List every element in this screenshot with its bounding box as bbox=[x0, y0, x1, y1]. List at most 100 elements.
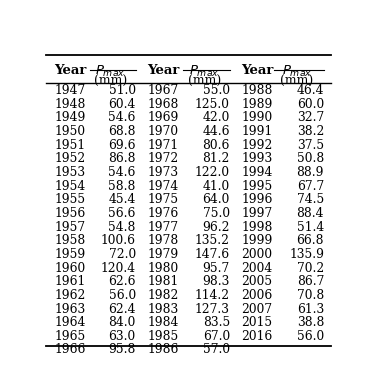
Text: 1970: 1970 bbox=[147, 125, 178, 138]
Text: 1947: 1947 bbox=[54, 84, 86, 97]
Text: 1973: 1973 bbox=[147, 166, 178, 179]
Text: 54.6: 54.6 bbox=[109, 166, 136, 179]
Text: 1999: 1999 bbox=[241, 234, 273, 247]
Text: 81.2: 81.2 bbox=[202, 152, 230, 165]
Text: 2000: 2000 bbox=[241, 248, 272, 261]
Text: 1990: 1990 bbox=[241, 111, 273, 124]
Text: 50.8: 50.8 bbox=[297, 152, 324, 165]
Text: 1962: 1962 bbox=[54, 289, 86, 302]
Text: 86.7: 86.7 bbox=[297, 275, 324, 288]
Text: 67.0: 67.0 bbox=[203, 330, 230, 343]
Text: 1953: 1953 bbox=[54, 166, 86, 179]
Text: 74.5: 74.5 bbox=[297, 193, 324, 206]
Text: 57.0: 57.0 bbox=[203, 343, 230, 356]
Text: 70.8: 70.8 bbox=[297, 289, 324, 302]
Text: 66.8: 66.8 bbox=[297, 234, 324, 247]
Text: 1950: 1950 bbox=[54, 125, 86, 138]
Text: 44.6: 44.6 bbox=[202, 125, 230, 138]
Text: 75.0: 75.0 bbox=[203, 207, 230, 220]
Text: 1975: 1975 bbox=[147, 193, 178, 206]
Text: 1961: 1961 bbox=[54, 275, 86, 288]
Text: 42.0: 42.0 bbox=[202, 111, 230, 124]
Text: 54.6: 54.6 bbox=[109, 111, 136, 124]
Text: 64.0: 64.0 bbox=[202, 193, 230, 206]
Text: 1989: 1989 bbox=[241, 98, 273, 111]
Text: 1949: 1949 bbox=[54, 111, 86, 124]
Text: Year: Year bbox=[54, 64, 87, 77]
Text: 68.8: 68.8 bbox=[108, 125, 136, 138]
Text: 1969: 1969 bbox=[147, 111, 178, 124]
Text: 67.7: 67.7 bbox=[297, 180, 324, 193]
Text: 1980: 1980 bbox=[147, 261, 178, 274]
Text: 1966: 1966 bbox=[54, 343, 86, 356]
Text: $\boldsymbol{P_{max}}$: $\boldsymbol{P_{max}}$ bbox=[189, 64, 219, 79]
Text: 45.4: 45.4 bbox=[109, 193, 136, 206]
Text: 1992: 1992 bbox=[241, 139, 273, 152]
Text: (mm): (mm) bbox=[188, 75, 221, 88]
Text: Year: Year bbox=[147, 64, 180, 77]
Text: 135.2: 135.2 bbox=[195, 234, 230, 247]
Text: 1957: 1957 bbox=[54, 221, 86, 234]
Text: 1963: 1963 bbox=[54, 303, 86, 316]
Text: 122.0: 122.0 bbox=[195, 166, 230, 179]
Text: 1997: 1997 bbox=[241, 207, 273, 220]
Text: 100.6: 100.6 bbox=[101, 234, 136, 247]
Text: 1974: 1974 bbox=[147, 180, 178, 193]
Text: 1984: 1984 bbox=[147, 316, 178, 329]
Text: 56.6: 56.6 bbox=[109, 207, 136, 220]
Text: 55.0: 55.0 bbox=[203, 84, 230, 97]
Text: 61.3: 61.3 bbox=[297, 303, 324, 316]
Text: 2015: 2015 bbox=[241, 316, 272, 329]
Text: 135.9: 135.9 bbox=[289, 248, 324, 261]
Text: 56.0: 56.0 bbox=[297, 330, 324, 343]
Text: 1948: 1948 bbox=[54, 98, 86, 111]
Text: 70.2: 70.2 bbox=[297, 261, 324, 274]
Text: 72.0: 72.0 bbox=[109, 248, 136, 261]
Text: 83.5: 83.5 bbox=[203, 316, 230, 329]
Text: 1981: 1981 bbox=[147, 275, 178, 288]
Text: 88.4: 88.4 bbox=[297, 207, 324, 220]
Text: 46.4: 46.4 bbox=[297, 84, 324, 97]
Text: 1959: 1959 bbox=[54, 248, 86, 261]
Text: $\boldsymbol{P_{max}}$: $\boldsymbol{P_{max}}$ bbox=[282, 64, 312, 79]
Text: 41.0: 41.0 bbox=[203, 180, 230, 193]
Text: 1983: 1983 bbox=[147, 303, 178, 316]
Text: 80.6: 80.6 bbox=[202, 139, 230, 152]
Text: 58.8: 58.8 bbox=[109, 180, 136, 193]
Text: 2005: 2005 bbox=[241, 275, 272, 288]
Text: 38.8: 38.8 bbox=[297, 316, 324, 329]
Text: 54.8: 54.8 bbox=[109, 221, 136, 234]
Text: 69.6: 69.6 bbox=[108, 139, 136, 152]
Text: (mm): (mm) bbox=[93, 75, 127, 88]
Text: 1985: 1985 bbox=[147, 330, 178, 343]
Text: 1976: 1976 bbox=[147, 207, 178, 220]
Text: 1982: 1982 bbox=[147, 289, 178, 302]
Text: 88.9: 88.9 bbox=[297, 166, 324, 179]
Text: 1960: 1960 bbox=[54, 261, 86, 274]
Text: 120.4: 120.4 bbox=[101, 261, 136, 274]
Text: 147.6: 147.6 bbox=[195, 248, 230, 261]
Text: 2004: 2004 bbox=[241, 261, 273, 274]
Text: 2007: 2007 bbox=[241, 303, 272, 316]
Text: 1988: 1988 bbox=[241, 84, 273, 97]
Text: 1952: 1952 bbox=[54, 152, 86, 165]
Text: 1965: 1965 bbox=[54, 330, 86, 343]
Text: (mm): (mm) bbox=[280, 75, 314, 88]
Text: 2006: 2006 bbox=[241, 289, 273, 302]
Text: 127.3: 127.3 bbox=[195, 303, 230, 316]
Text: 51.0: 51.0 bbox=[109, 84, 136, 97]
Text: 60.4: 60.4 bbox=[109, 98, 136, 111]
Text: 60.0: 60.0 bbox=[297, 98, 324, 111]
Text: 2016: 2016 bbox=[241, 330, 273, 343]
Text: 1977: 1977 bbox=[147, 221, 178, 234]
Text: 125.0: 125.0 bbox=[195, 98, 230, 111]
Text: Year: Year bbox=[241, 64, 274, 77]
Text: 1972: 1972 bbox=[147, 152, 178, 165]
Text: 1951: 1951 bbox=[54, 139, 86, 152]
Text: 1956: 1956 bbox=[54, 207, 86, 220]
Text: 56.0: 56.0 bbox=[109, 289, 136, 302]
Text: 1996: 1996 bbox=[241, 193, 273, 206]
Text: 32.7: 32.7 bbox=[297, 111, 324, 124]
Text: 1994: 1994 bbox=[241, 166, 273, 179]
Text: 98.3: 98.3 bbox=[202, 275, 230, 288]
